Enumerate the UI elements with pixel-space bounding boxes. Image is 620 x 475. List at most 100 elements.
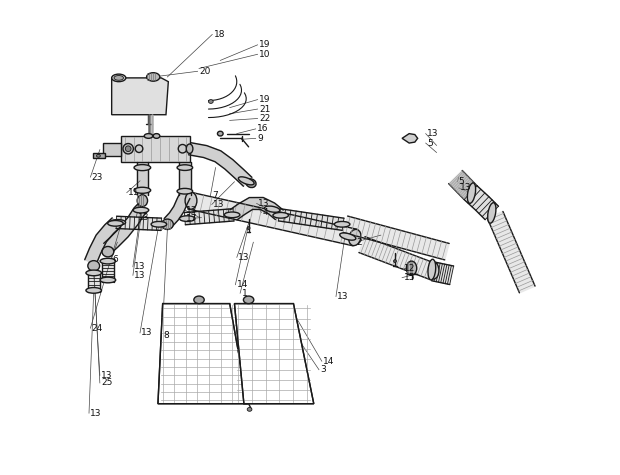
Text: 13: 13	[460, 183, 472, 192]
Text: 13: 13	[186, 206, 198, 215]
Ellipse shape	[177, 165, 193, 171]
Ellipse shape	[102, 247, 114, 257]
Text: 14: 14	[323, 357, 335, 366]
Ellipse shape	[428, 259, 436, 280]
Text: 11: 11	[128, 188, 140, 197]
Ellipse shape	[247, 408, 252, 411]
Ellipse shape	[137, 195, 148, 207]
Ellipse shape	[179, 144, 187, 153]
Polygon shape	[188, 142, 252, 186]
Ellipse shape	[153, 133, 160, 138]
Text: 13: 13	[135, 262, 146, 271]
Ellipse shape	[161, 219, 174, 229]
Ellipse shape	[100, 277, 116, 283]
Text: 17: 17	[186, 214, 198, 223]
Ellipse shape	[247, 227, 250, 229]
Text: 3: 3	[321, 365, 326, 374]
Polygon shape	[164, 193, 190, 226]
Polygon shape	[432, 262, 454, 285]
Ellipse shape	[265, 206, 280, 212]
Ellipse shape	[114, 76, 123, 80]
Polygon shape	[85, 218, 120, 265]
Ellipse shape	[185, 192, 197, 209]
Text: 10: 10	[259, 50, 270, 59]
Text: 13: 13	[141, 328, 153, 337]
Polygon shape	[112, 78, 169, 115]
Ellipse shape	[238, 177, 254, 185]
Polygon shape	[230, 198, 283, 220]
Ellipse shape	[88, 261, 100, 271]
Ellipse shape	[334, 221, 350, 227]
Polygon shape	[402, 133, 418, 143]
Polygon shape	[87, 271, 100, 292]
Text: 4: 4	[263, 208, 268, 217]
Ellipse shape	[97, 154, 100, 157]
Text: 13: 13	[138, 213, 149, 222]
Text: 19: 19	[259, 95, 270, 104]
Ellipse shape	[151, 221, 167, 227]
Polygon shape	[121, 136, 190, 162]
Text: 20: 20	[199, 67, 210, 76]
Ellipse shape	[218, 131, 223, 136]
Text: 13: 13	[213, 200, 224, 209]
Text: 25: 25	[101, 379, 113, 388]
Ellipse shape	[86, 270, 102, 276]
Text: 23: 23	[92, 172, 103, 181]
Polygon shape	[184, 209, 234, 225]
Text: 5: 5	[459, 177, 464, 186]
Ellipse shape	[428, 262, 439, 279]
Text: 15: 15	[404, 273, 415, 282]
Ellipse shape	[110, 219, 126, 225]
Polygon shape	[158, 304, 247, 404]
Polygon shape	[343, 216, 449, 260]
Text: 19: 19	[259, 40, 270, 49]
Ellipse shape	[177, 189, 193, 194]
Polygon shape	[116, 216, 161, 230]
Ellipse shape	[194, 296, 204, 304]
Ellipse shape	[146, 73, 160, 81]
Ellipse shape	[246, 179, 256, 188]
Text: 24: 24	[92, 323, 103, 332]
Text: 6: 6	[113, 255, 118, 264]
Polygon shape	[487, 211, 535, 293]
Ellipse shape	[100, 258, 116, 264]
Polygon shape	[449, 171, 477, 199]
Ellipse shape	[108, 220, 123, 226]
Text: 1: 1	[242, 289, 247, 298]
Ellipse shape	[208, 100, 213, 104]
Polygon shape	[234, 304, 314, 404]
Polygon shape	[93, 153, 105, 158]
Text: 13: 13	[427, 129, 438, 138]
Ellipse shape	[349, 229, 361, 246]
Ellipse shape	[179, 216, 195, 221]
Ellipse shape	[125, 146, 131, 152]
Text: 21: 21	[259, 104, 270, 114]
Polygon shape	[464, 186, 498, 219]
Ellipse shape	[273, 212, 288, 218]
Ellipse shape	[144, 133, 153, 138]
Text: 13: 13	[337, 292, 349, 301]
Ellipse shape	[467, 183, 476, 203]
Ellipse shape	[133, 207, 149, 213]
Text: 18: 18	[214, 30, 225, 39]
Ellipse shape	[394, 260, 396, 263]
Text: 5: 5	[427, 139, 433, 148]
Polygon shape	[179, 162, 190, 195]
Ellipse shape	[112, 74, 126, 82]
Polygon shape	[136, 162, 148, 195]
Ellipse shape	[488, 203, 496, 223]
Polygon shape	[278, 209, 344, 230]
Text: 7: 7	[212, 191, 218, 200]
Text: 13: 13	[101, 371, 113, 380]
Ellipse shape	[406, 261, 417, 275]
Ellipse shape	[134, 165, 151, 171]
Ellipse shape	[135, 145, 143, 152]
Text: 8: 8	[164, 331, 169, 340]
Polygon shape	[103, 143, 121, 156]
Ellipse shape	[86, 287, 102, 293]
Ellipse shape	[134, 187, 151, 193]
Text: 13: 13	[91, 408, 102, 418]
Ellipse shape	[340, 233, 356, 240]
Text: 14: 14	[237, 280, 248, 289]
Ellipse shape	[224, 212, 240, 218]
